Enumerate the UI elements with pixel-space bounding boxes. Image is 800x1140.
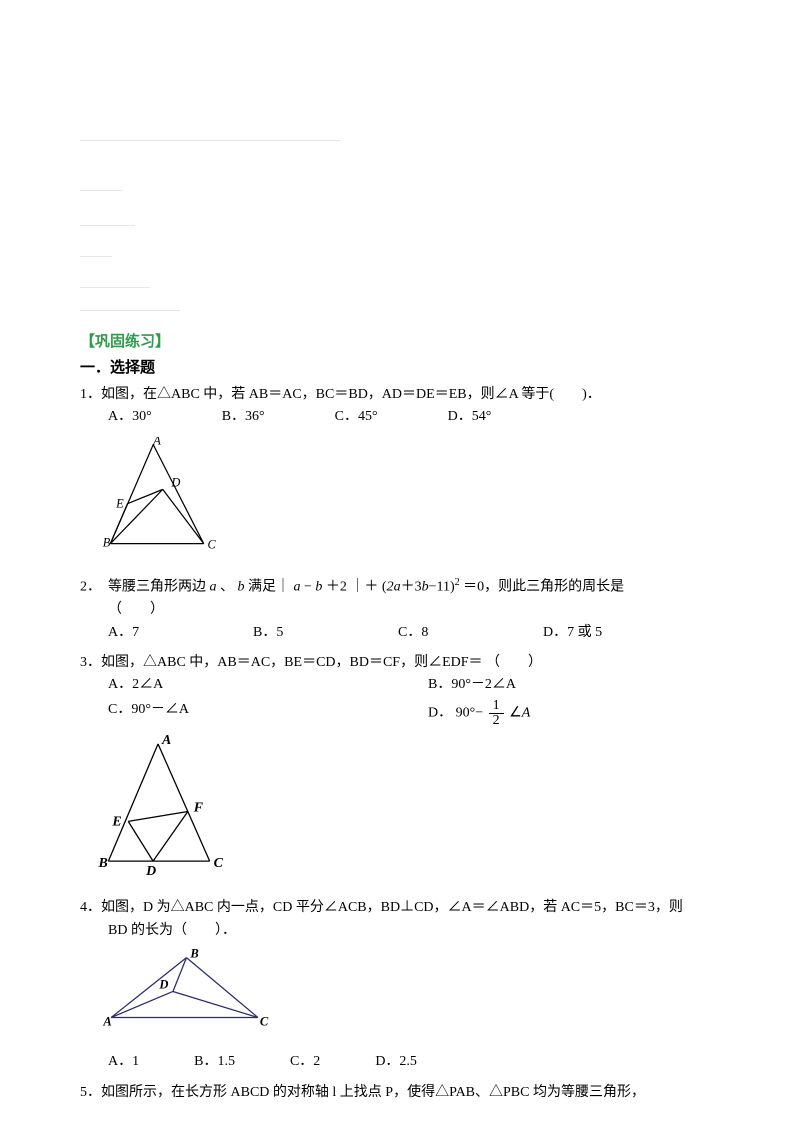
q2-opt-d: D．7 或 5 (543, 622, 688, 644)
q1-text: 1．如图，在△ABC 中，若 AB＝AC，BC＝BD，AD＝DE＝EB，则∠A … (80, 384, 740, 406)
question-4: 4．如图，D 为△ABC 内一点，CD 平分∠ACB，BD⊥CD，∠A＝∠ABD… (80, 897, 740, 1076)
q3-opt-a: A．2∠A (108, 674, 428, 696)
top-spacer (80, 0, 740, 330)
q1-opt-b: B．36° (222, 406, 265, 428)
faint-line (80, 225, 135, 226)
q4-opt-b: B．1.5 (194, 1051, 235, 1073)
svg-text:B: B (103, 535, 111, 549)
svg-text:A: A (161, 734, 171, 748)
q3-figure: A B C E F D (98, 734, 740, 887)
q3-opt-c: C．90°－∠A (108, 699, 428, 728)
q2-options: A．7 B．5 C．8 D．7 或 5 (80, 622, 740, 646)
svg-text:C: C (214, 856, 224, 871)
svg-text:D: D (145, 864, 156, 879)
q3-d-ang: ∠ (509, 706, 522, 721)
svg-text:C: C (208, 537, 217, 551)
question-3: 3．如图，△ABC 中，AB＝AC，BE＝CD，BD＝CF，则∠EDF＝ （ ）… (80, 652, 740, 887)
svg-text:A: A (152, 437, 161, 448)
q2-post: ＝0，则此三角形的周长是 (463, 580, 624, 595)
q3-opt-d: D． 90°− 1 2 ∠A (428, 699, 740, 728)
q2-opt-c: C．8 (398, 622, 543, 644)
q2-textmid: 满足｜ (248, 580, 290, 595)
q2-e1b: b (315, 580, 322, 595)
faint-line (80, 256, 112, 257)
q5-text: 5．如图所示，在长方形 ABCD 的对称轴 l 上找点 P，使得△PAB、△PB… (80, 1082, 740, 1104)
q1-opt-d: D．54° (448, 406, 492, 428)
q2-text: 2． 等腰三角形两边 a 、 b 满足｜ a − b ＋2 ｜＋ (2a＋3b−… (80, 575, 740, 599)
section-title: 一．选择题 (80, 356, 740, 380)
q2-blank: （ ） (80, 599, 740, 621)
svg-text:D: D (158, 978, 168, 992)
q2-e2p: ＋3 (401, 580, 422, 595)
q2-opt-a: A．7 (108, 622, 253, 644)
svg-text:C: C (260, 1014, 269, 1028)
q4-figure: A B C D (98, 948, 740, 1041)
svg-text:D: D (170, 475, 180, 489)
q3-d-A: A (522, 706, 531, 721)
q4-options: A．1 B．1.5 C．2 D．2.5 (80, 1051, 740, 1075)
svg-text:F: F (193, 800, 204, 815)
question-5: 5．如图所示，在长方形 ABCD 的对称轴 l 上找点 P，使得△PAB、△PB… (80, 1082, 740, 1104)
q3-text: 3．如图，△ABC 中，AB＝AC，BE＝CD，BD＝CF，则∠EDF＝ （ ） (80, 652, 740, 674)
q2-a: a (210, 580, 217, 595)
q2-e2b: b (422, 580, 429, 595)
q2-e2r: −11 (429, 580, 450, 595)
q4-opt-a: A．1 (108, 1051, 139, 1073)
svg-text:B: B (98, 856, 108, 871)
question-1: 1．如图，在△ABC 中，若 AB＝AC，BC＝BD，AD＝DE＝EB，则∠A … (80, 384, 740, 565)
q4-text: 4．如图，D 为△ABC 内一点，CD 平分∠ACB，BD⊥CD，∠A＝∠ABD… (80, 897, 740, 919)
q1-svg: A B C D E (98, 437, 218, 557)
faint-line (80, 287, 150, 288)
q4-text2: BD 的长为（ ）． (80, 920, 740, 942)
q2-mid: 、 (220, 580, 234, 595)
q2-e2pow: 2 (455, 577, 460, 588)
q2-pre: 2． 等腰三角形两边 (80, 580, 206, 595)
faint-line (80, 190, 122, 191)
q3-svg: A B C E F D (98, 734, 228, 879)
page: 【巩固练习】 一．选择题 1．如图，在△ABC 中，若 AB＝AC，BC＝BD，… (0, 0, 800, 1140)
q3-d-deg: 90°− (456, 706, 484, 721)
header-consolidation: 【巩固练习】 (80, 330, 740, 354)
q2-b: b (238, 580, 245, 595)
svg-text:E: E (111, 814, 121, 829)
question-2: 2． 等腰三角形两边 a 、 b 满足｜ a − b ＋2 ｜＋ (2a＋3b−… (80, 575, 740, 646)
q4-opt-d: D．2.5 (375, 1051, 417, 1073)
svg-text:E: E (115, 496, 124, 510)
q1-options: A．30° B．36° C．45° D．54° (80, 406, 740, 430)
q1-figure: A B C D E (98, 437, 740, 565)
q1-opt-a: A．30° (108, 406, 152, 428)
q1-opt-c: C．45° (335, 406, 378, 428)
q2-textmid2: ｜＋ (350, 580, 378, 595)
svg-text:B: B (189, 948, 198, 961)
q2-opt-b: B．5 (253, 622, 398, 644)
q2-e1a: a (294, 580, 301, 595)
faint-line (80, 140, 340, 141)
q2-e1p: ＋2 (326, 580, 347, 595)
q3-options: A．2∠A B．90°－2∠A C．90°－∠A D． 90°− 1 2 ∠A (80, 674, 740, 727)
svg-text:A: A (102, 1014, 111, 1028)
q2-e1m: − (304, 580, 312, 595)
q3-d-frac: 1 2 (489, 699, 504, 728)
q3-d-pre: D． (428, 706, 452, 721)
q2-e2a: 2a (387, 580, 401, 595)
q3-opt-b: B．90°－2∠A (428, 674, 740, 696)
q4-opt-c: C．2 (290, 1051, 320, 1073)
q4-svg: A B C D (98, 948, 273, 1033)
q3-d-den: 2 (489, 714, 504, 728)
q3-d-num: 1 (489, 699, 504, 714)
faint-line (80, 310, 180, 311)
